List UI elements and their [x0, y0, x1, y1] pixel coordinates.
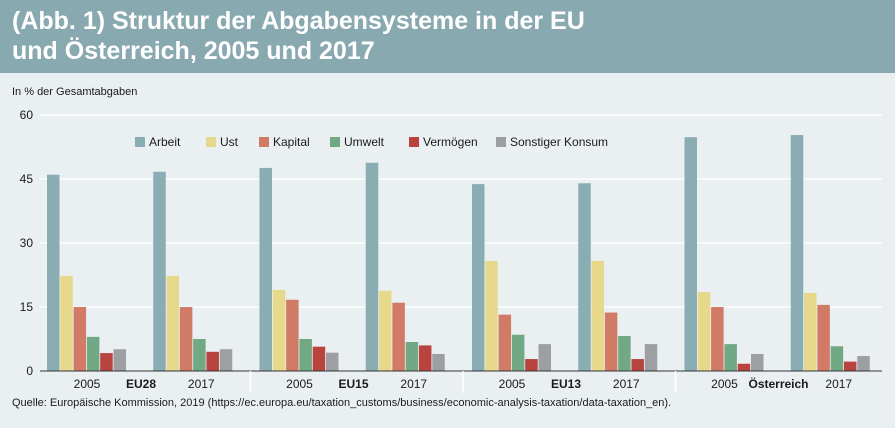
bar — [166, 275, 180, 371]
gridlines — [40, 114, 882, 308]
y-tick-label: 15 — [20, 300, 34, 314]
bar — [47, 174, 60, 371]
bar — [538, 344, 551, 371]
bar — [711, 307, 724, 371]
bar — [312, 346, 326, 371]
bar — [790, 135, 804, 371]
bar — [830, 346, 844, 371]
bar — [817, 304, 830, 371]
legend-entry: Sonstiger Konsum — [510, 135, 608, 149]
legend-entry: Vermögen — [423, 135, 478, 149]
legend-entry: Umwelt — [344, 135, 385, 149]
bar — [113, 349, 126, 371]
bar — [365, 162, 379, 371]
axes — [40, 370, 882, 393]
x-tick-label: 2017 — [400, 377, 427, 391]
title-bar: (Abb. 1) Struktur der Abgabensysteme in … — [0, 0, 895, 73]
legend-swatch — [206, 137, 216, 147]
y-tick-label: 60 — [20, 108, 34, 122]
x-tick-label: 2005 — [499, 377, 526, 391]
bar — [432, 353, 445, 371]
y-tick-label: 0 — [26, 364, 33, 378]
x-tick-label: 2005 — [74, 377, 101, 391]
bar — [472, 184, 485, 371]
x-tick-label: 2005 — [286, 377, 313, 391]
bar — [697, 292, 711, 371]
bar — [631, 359, 644, 371]
bar — [604, 312, 618, 371]
bar — [485, 260, 498, 371]
y-axis-label: In % der Gesamtabgaben — [12, 86, 137, 98]
x-tick-label: 2005 — [711, 377, 738, 391]
bar — [724, 344, 737, 371]
bar — [219, 349, 233, 371]
source-note: Quelle: Europäische Kommission, 2019 (ht… — [12, 397, 672, 409]
legend-swatch — [330, 137, 340, 147]
bar — [60, 275, 73, 371]
bar — [179, 307, 193, 371]
legend-swatch — [496, 137, 506, 147]
bar — [498, 314, 512, 371]
legend-swatch — [259, 137, 269, 147]
bar — [591, 260, 605, 371]
bar — [525, 359, 538, 371]
bar — [392, 302, 405, 371]
group-label: Österreich — [748, 376, 808, 391]
bar — [418, 345, 432, 371]
legend-swatch — [135, 137, 145, 147]
legend-entry: Arbeit — [149, 135, 181, 149]
group-label: EU28 — [126, 377, 156, 391]
group-label: EU15 — [338, 377, 368, 391]
bar — [618, 336, 631, 371]
bar — [86, 336, 100, 371]
bar — [286, 299, 299, 371]
bar — [737, 363, 751, 371]
bar — [751, 353, 764, 371]
legend: Arbeit Ust Kapital Umwelt Vermögen Sonstiger … — [135, 135, 608, 149]
chart-title: (Abb. 1) Struktur der Abgabensysteme in … — [12, 7, 585, 65]
bar — [153, 171, 166, 371]
x-tick-label: 2017 — [825, 377, 852, 391]
bar — [73, 307, 87, 371]
x-tick-label: 2017 — [613, 377, 640, 391]
bar — [843, 361, 857, 371]
legend-entry: Kapital — [273, 135, 310, 149]
bar — [100, 353, 113, 371]
bar — [193, 339, 206, 371]
bar — [206, 351, 219, 371]
bar — [644, 344, 658, 371]
tick-labels: In % der Gesamtabgaben 0 15 30 45 60 2005 2017 E… — [12, 86, 852, 391]
bar — [578, 183, 591, 371]
bar — [405, 341, 419, 371]
bars — [47, 135, 870, 371]
bar — [511, 334, 525, 371]
x-tick-label: 2017 — [188, 377, 215, 391]
group-label: EU13 — [551, 377, 581, 391]
bar — [259, 167, 272, 371]
bar-chart: In % der Gesamtabgaben 0 15 30 45 60 2005 2017 E… — [12, 86, 882, 393]
legend-entry: Ust — [220, 135, 239, 149]
bar — [326, 352, 339, 371]
bar — [857, 356, 870, 371]
legend-swatch — [409, 137, 419, 147]
bar — [272, 289, 286, 371]
bar — [804, 292, 817, 371]
bar — [684, 137, 697, 371]
bar — [299, 339, 312, 371]
y-tick-label: 30 — [20, 236, 34, 250]
bar — [379, 290, 392, 371]
y-tick-label: 45 — [20, 172, 34, 186]
